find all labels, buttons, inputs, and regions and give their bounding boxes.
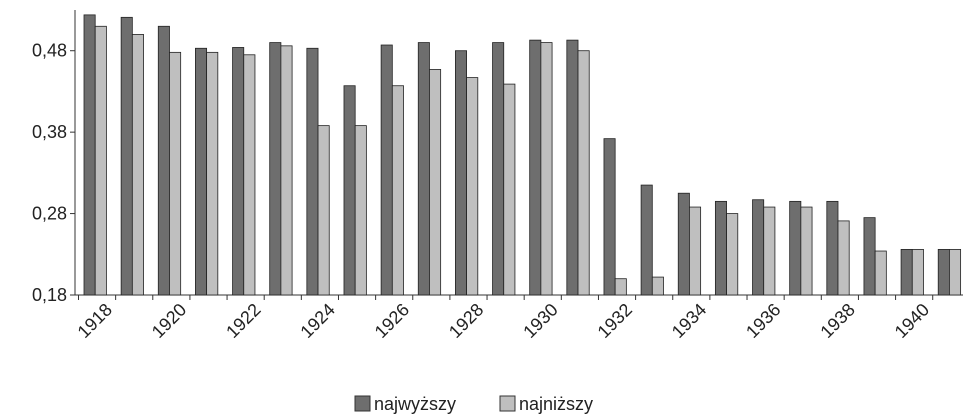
x-tick-label: 1940 [891,300,933,342]
bar-1938-najwyzszy [826,200,839,296]
x-axis-ticks: 1918 1920 1922 1924 1926 1928 1930 1932 1934 1936… [74,295,934,342]
x-tick-label: 1924 [296,300,338,342]
bar-1940-najnizszy [911,248,924,296]
bar-1928-najnizszy [466,77,479,296]
bar-1920-najwyzszy [157,25,170,296]
bar-1929-najnizszy [503,83,516,296]
bar-1936-najwyzszy [752,199,765,296]
bar-1939-najwyzszy [863,217,876,296]
bars [83,14,962,296]
bar-1921-najwyzszy [195,47,208,296]
bar-1926-najnizszy [391,85,404,296]
bar-1936-najnizszy [763,206,776,296]
bar-1935-najnizszy [726,213,739,296]
bar-1919-najnizszy [131,34,144,296]
bar-1940-najwyzszy [900,248,913,296]
bar-1934-najnizszy [689,206,702,296]
bar-1941-najnizszy [949,248,962,296]
x-tick-label: 1936 [742,300,784,342]
y-tick-label: 0,48 [32,41,67,61]
bar-1922-najwyzszy [232,47,245,296]
x-tick-label: 1928 [445,300,487,342]
bar-1919-najwyzszy [120,16,133,296]
bar-1929-najwyzszy [492,42,505,296]
bar-1924-najnizszy [317,125,330,296]
x-tick-label: 1934 [668,300,710,342]
y-tick-label: 0,38 [32,122,67,142]
bar-1934-najwyzszy [677,192,690,296]
bar-1930-najwyzszy [529,39,542,296]
bar-1937-najnizszy [800,206,813,296]
x-tick-label: 1938 [816,300,858,342]
bar-1939-najnizszy [874,250,887,296]
bar-1933-najnizszy [651,276,664,296]
x-tick-label: 1918 [74,300,116,342]
bar-1937-najwyzszy [789,200,802,296]
bar-1932-najnizszy [614,278,627,296]
axes [74,10,963,296]
bar-1923-najnizszy [280,45,293,296]
bar-1920-najnizszy [169,51,182,296]
bar-1927-najnizszy [429,69,442,296]
bar-1938-najnizszy [837,220,850,296]
x-tick-label: 1930 [519,300,561,342]
bar-1918-najnizszy [94,25,107,296]
bar-1928-najwyzszy [454,50,467,296]
bar-1922-najnizszy [243,54,256,296]
bar-1941-najwyzszy [937,248,950,296]
bar-1935-najwyzszy [714,200,727,296]
y-axis-ticks: 0,18 0,28 0,38 0,48 [32,41,75,305]
x-tick-label: 1920 [148,300,190,342]
x-tick-label: 1922 [222,300,264,342]
y-tick-label: 0,28 [32,204,67,224]
legend: najwyższy najniższy [354,394,593,414]
bar-1924-najwyzszy [306,47,319,296]
x-tick-label: 1932 [594,300,636,342]
legend-label-najwyzszy: najwyższy [374,394,456,414]
bar-1927-najwyzszy [417,42,430,296]
bar-1925-najnizszy [354,125,367,296]
bar-1925-najwyzszy [343,85,356,296]
bar-1921-najnizszy [206,51,219,296]
bar-1931-najnizszy [577,50,590,296]
bar-1918-najwyzszy [83,14,96,296]
bar-1926-najwyzszy [380,44,393,296]
bar-1933-najwyzszy [640,184,653,296]
bar-1930-najnizszy [540,42,553,296]
x-tick-label: 1926 [371,300,413,342]
legend-swatch-najwyzszy [354,395,371,412]
y-tick-label: 0,18 [32,285,67,305]
bar-1923-najwyzszy [269,42,282,296]
legend-label-najnizszy: najniższy [519,394,593,414]
legend-swatch-najnizszy [499,395,516,412]
bar-1931-najwyzszy [566,39,579,296]
bar-1932-najwyzszy [603,138,616,296]
